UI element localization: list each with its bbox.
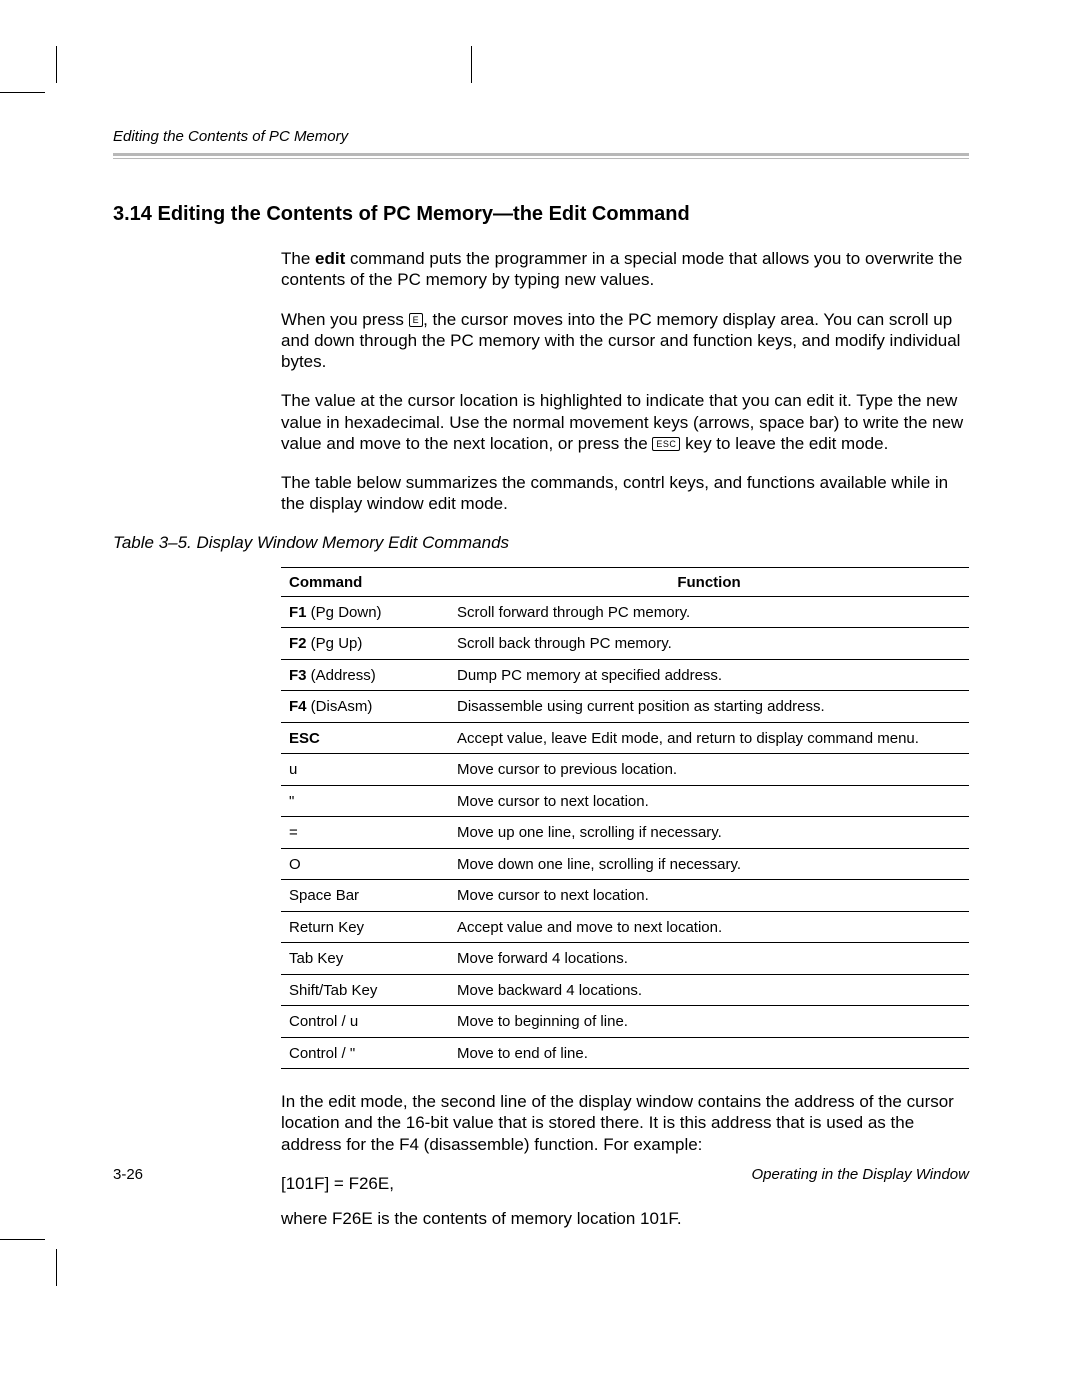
table-cell-command: Control / u xyxy=(281,1006,449,1038)
text: (Address) xyxy=(307,667,376,684)
text: Control / u xyxy=(289,1013,358,1030)
body-column: The edit command puts the programmer in … xyxy=(281,248,969,515)
text: (Pg Up) xyxy=(307,635,363,652)
bold-text: F3 xyxy=(289,667,307,684)
table-cell-command: " xyxy=(281,785,449,817)
table-cell-command: Space Bar xyxy=(281,880,449,912)
bold-text: F1 xyxy=(289,604,307,621)
table-cell-function: Dump PC memory at specified address. xyxy=(449,659,969,691)
table-header-function: Function xyxy=(449,567,969,596)
paragraph: The table below summarizes the commands,… xyxy=(281,472,969,515)
table-header-command: Command xyxy=(281,567,449,596)
body-column: In the edit mode, the second line of the… xyxy=(281,1091,969,1229)
table-cell-function: Move down one line, scrolling if necessa… xyxy=(449,848,969,880)
text: Space Bar xyxy=(289,887,359,904)
paragraph: When you press E, the cursor moves into … xyxy=(281,309,969,373)
table-row: ESC Accept value, leave Edit mode, and re… xyxy=(281,722,969,754)
table-row: Control / u Move to beginning of line. xyxy=(281,1006,969,1038)
table-cell-command: F3 (Address) xyxy=(281,659,449,691)
paragraph: The edit command puts the programmer in … xyxy=(281,248,969,291)
table-header-row: Command Function xyxy=(281,567,969,596)
table-cell-function: Move forward 4 locations. xyxy=(449,943,969,975)
table-cell-function: Accept value and move to next location. xyxy=(449,911,969,943)
footer-chapter-title: Operating in the Display Window xyxy=(752,1166,969,1183)
table-row: F2 (Pg Up)Scroll back through PC memory. xyxy=(281,628,969,660)
table-row: u Move cursor to previous location. xyxy=(281,754,969,786)
table-cell-function: Move cursor to next location. xyxy=(449,785,969,817)
table-cell-command: = xyxy=(281,817,449,849)
table-cell-command: Control / " xyxy=(281,1037,449,1069)
table-cell-function: Move cursor to previous location. xyxy=(449,754,969,786)
table-row: F4 (DisAsm)Disassemble using current pos… xyxy=(281,691,969,723)
table-cell-command: O xyxy=(281,848,449,880)
table-cell-command: u xyxy=(281,754,449,786)
section-heading: 3.14 Editing the Contents of PC Memory—t… xyxy=(113,203,969,226)
crop-mark xyxy=(471,46,472,83)
table-row: Control / " Move to end of line. xyxy=(281,1037,969,1069)
crop-mark xyxy=(0,92,45,93)
table-cell-function: Move up one line, scrolling if necessary… xyxy=(449,817,969,849)
bold-text: F2 xyxy=(289,635,307,652)
table-cell-command: Return Key xyxy=(281,911,449,943)
text: Return Key xyxy=(289,919,364,936)
table-cell-command: F1 (Pg Down) xyxy=(281,596,449,628)
bold-text: F4 xyxy=(289,698,307,715)
table-cell-function: Disassemble using current position as st… xyxy=(449,691,969,723)
bold-text: edit xyxy=(315,249,345,268)
text: command puts the programmer in a special… xyxy=(281,249,962,289)
table-cell-command: F2 (Pg Up) xyxy=(281,628,449,660)
text: (Pg Down) xyxy=(307,604,382,621)
paragraph: In the edit mode, the second line of the… xyxy=(281,1091,969,1155)
table-row: Shift/Tab Key Move backward 4 locations. xyxy=(281,974,969,1006)
commands-table: Command Function F1 (Pg Down)Scroll forw… xyxy=(281,567,969,1070)
table-cell-command: F4 (DisAsm) xyxy=(281,691,449,723)
text: = xyxy=(289,824,298,841)
table-cell-function: Move backward 4 locations. xyxy=(449,974,969,1006)
table-cell-command: Shift/Tab Key xyxy=(281,974,449,1006)
table-cell-function: Move cursor to next location. xyxy=(449,880,969,912)
text: Shift/Tab Key xyxy=(289,982,377,999)
paragraph: The value at the cursor location is high… xyxy=(281,390,969,454)
table-row: F3 (Address)Dump PC memory at specified … xyxy=(281,659,969,691)
crop-mark xyxy=(56,46,57,83)
table-cell-function: Move to end of line. xyxy=(449,1037,969,1069)
table-cell-function: Accept value, leave Edit mode, and retur… xyxy=(449,722,969,754)
crop-mark xyxy=(56,1249,57,1286)
text: " xyxy=(289,793,294,810)
table-cell-function: Scroll forward through PC memory. xyxy=(449,596,969,628)
keycap-esc-icon: ESC xyxy=(652,437,680,451)
table-row: Tab Key Move forward 4 locations. xyxy=(281,943,969,975)
table-cell-command: ESC xyxy=(281,722,449,754)
page-footer: 3-26 Operating in the Display Window xyxy=(113,1166,969,1183)
table-row: = Move up one line, scrolling if necessar… xyxy=(281,817,969,849)
keycap-e-icon: E xyxy=(409,313,424,327)
text: u xyxy=(289,761,297,778)
page-content: Editing the Contents of PC Memory 3.14 E… xyxy=(113,128,969,1247)
text: Tab Key xyxy=(289,950,343,967)
text: O xyxy=(289,856,301,873)
text: (DisAsm) xyxy=(307,698,373,715)
header-rule xyxy=(113,158,969,159)
table-cell-command: Tab Key xyxy=(281,943,449,975)
table-cell-function: Scroll back through PC memory. xyxy=(449,628,969,660)
table-row: " Move cursor to next location. xyxy=(281,785,969,817)
table-row: Return Key Accept value and move to next … xyxy=(281,911,969,943)
table-row: Space Bar Move cursor to next location. xyxy=(281,880,969,912)
text: When you press xyxy=(281,310,409,329)
paragraph: where F26E is the contents of memory loc… xyxy=(281,1208,969,1229)
crop-mark xyxy=(0,1239,45,1240)
table-row: F1 (Pg Down)Scroll forward through PC me… xyxy=(281,596,969,628)
table-row: O Move down one line, scrolling if necess… xyxy=(281,848,969,880)
table-caption: Table 3–5. Display Window Memory Edit Co… xyxy=(113,533,969,553)
text: Control / " xyxy=(289,1045,355,1062)
page-number: 3-26 xyxy=(113,1166,143,1183)
table-cell-function: Move to beginning of line. xyxy=(449,1006,969,1038)
header-rule xyxy=(113,153,969,156)
running-head: Editing the Contents of PC Memory xyxy=(113,128,969,145)
text: The xyxy=(281,249,315,268)
text: key to leave the edit mode. xyxy=(680,434,888,453)
bold-text: ESC xyxy=(289,730,320,747)
